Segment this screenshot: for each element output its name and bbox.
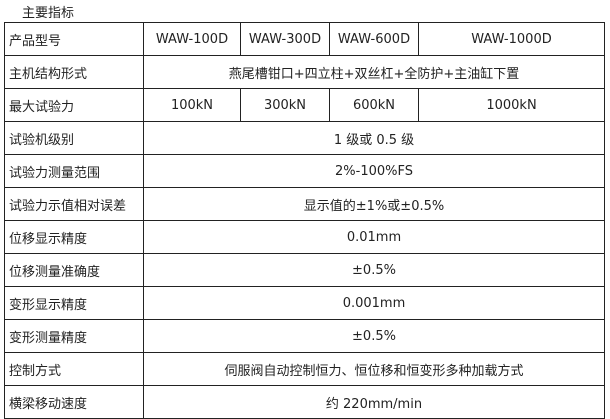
row-label: 横梁移动速度	[4, 385, 144, 419]
cell: 0.001mm	[143, 286, 605, 320]
cell: ±0.5%	[143, 319, 605, 353]
table-row: 试验力示值相对误差 显示值的±1%或±0.5%	[4, 187, 605, 221]
table-row: 变形显示精度 0.001mm	[4, 286, 605, 320]
cell: 300kN	[240, 88, 330, 122]
cell: WAW-600D	[329, 22, 419, 56]
row-label: 最大试验力	[4, 88, 144, 122]
table-row: 试验力测量范围 2%-100%FS	[4, 154, 605, 188]
cell: 1000kN	[418, 88, 605, 122]
row-label: 位移测量准确度	[4, 253, 144, 287]
row-label: 控制方式	[4, 352, 144, 386]
cell: ±0.5%	[143, 253, 605, 287]
cell: WAW-300D	[240, 22, 330, 56]
row-label: 产品型号	[4, 22, 144, 56]
cell: WAW-100D	[143, 22, 241, 56]
row-label: 位移显示精度	[4, 220, 144, 254]
table-row: 位移显示精度 0.01mm	[4, 220, 605, 254]
table-row: 位移测量准确度 ±0.5%	[4, 253, 605, 287]
cell: WAW-1000D	[418, 22, 605, 56]
table-row: 主机结构形式 燕尾槽钳口+四立柱+双丝杠+全防护+主油缸下置	[4, 55, 605, 89]
table-row: 控制方式 伺服阀自动控制恒力、恒位移和恒变形多种加载方式	[4, 352, 605, 386]
table-row: 横梁移动速度约 220mm/min	[4, 385, 605, 419]
cell: 约 220mm/min	[143, 385, 605, 419]
cell: 0.01mm	[143, 220, 605, 254]
table-row: 最大试验力 100kN 300kN 600kN 1000kN	[4, 88, 605, 122]
section-title: 主要指标	[22, 6, 75, 21]
cell: 燕尾槽钳口+四立柱+双丝杠+全防护+主油缸下置	[143, 55, 605, 89]
row-label: 试验机级别	[4, 121, 144, 155]
row-label: 变形显示精度	[4, 286, 144, 320]
table-row: 产品型号 WAW-100D WAW-300D WAW-600D WAW-1000…	[4, 22, 605, 56]
row-label: 试验力测量范围	[4, 154, 144, 188]
cell: 100kN	[143, 88, 241, 122]
row-label: 试验力示值相对误差	[4, 187, 144, 221]
spec-table: 产品型号 WAW-100D WAW-300D WAW-600D WAW-1000…	[4, 22, 605, 419]
cell: 1 级或 0.5 级	[143, 121, 605, 155]
row-label: 变形测量精度	[4, 319, 144, 353]
cell: 伺服阀自动控制恒力、恒位移和恒变形多种加载方式	[143, 352, 605, 386]
cell: 2%-100%FS	[143, 154, 605, 188]
cell: 显示值的±1%或±0.5%	[143, 187, 605, 221]
table-row: 变形测量精度 ±0.5%	[4, 319, 605, 353]
row-label: 主机结构形式	[4, 55, 144, 89]
table-row: 试验机级别 1 级或 0.5 级	[4, 121, 605, 155]
cell: 600kN	[329, 88, 419, 122]
